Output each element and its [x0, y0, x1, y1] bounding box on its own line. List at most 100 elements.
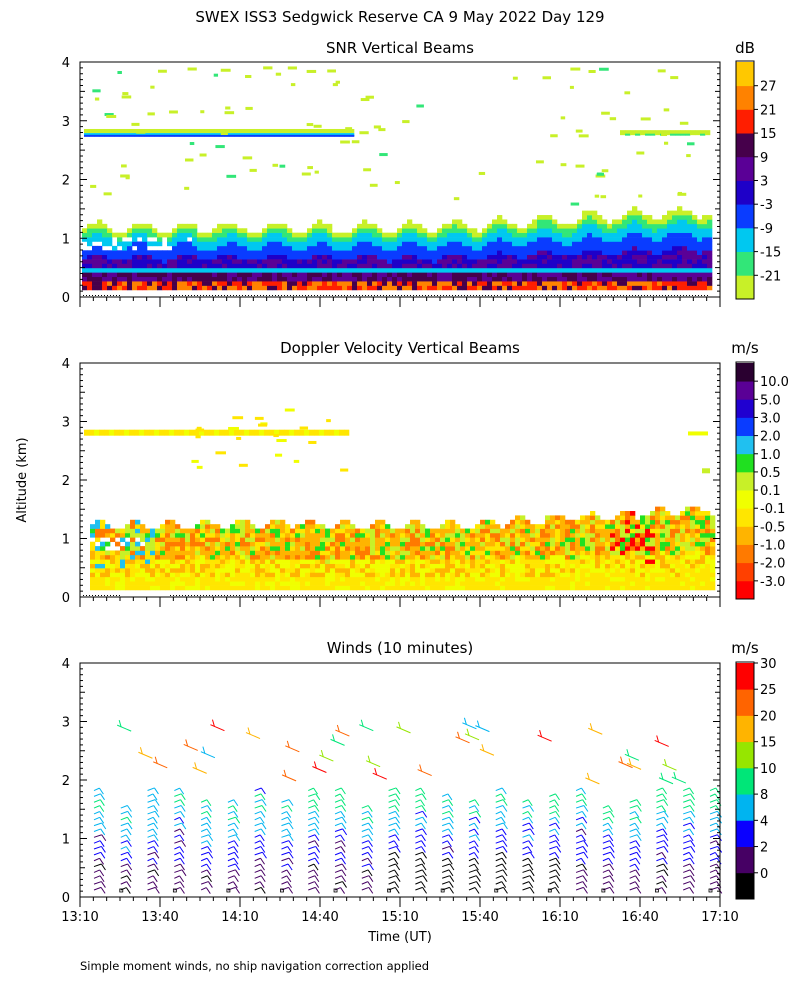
gate-dot [287, 595, 288, 596]
y-tick-label: 4 [62, 357, 70, 372]
snr-cell [157, 254, 163, 260]
gate-dot [317, 595, 318, 596]
snr-cell [642, 245, 648, 251]
velocity-cell [655, 546, 661, 551]
velocity-cell [200, 563, 206, 569]
velocity-cell [590, 541, 596, 547]
velocity-cell [465, 528, 471, 534]
velocity-cell [250, 528, 256, 534]
snr-cell [462, 223, 468, 229]
snr-cell [472, 241, 478, 247]
gate-dot [341, 295, 342, 296]
snr-cell [692, 267, 698, 273]
snr-cell [507, 228, 513, 233]
snr-cell [97, 263, 103, 269]
velocity-cell [600, 546, 606, 551]
velocity-cell [115, 528, 121, 534]
velocity-cell [150, 532, 156, 538]
velocity-cell [700, 568, 706, 573]
velocity-cell [330, 572, 336, 578]
snr-cell [532, 223, 538, 229]
snr-cell [137, 285, 143, 291]
snr-cell [247, 259, 253, 264]
gate-dot [92, 295, 93, 296]
snr-cell [312, 250, 318, 255]
snr-cell [442, 245, 448, 251]
snr-cell [592, 263, 598, 269]
velocity-cell [240, 568, 246, 573]
snr-cell [442, 241, 448, 247]
snr-cell [262, 232, 268, 238]
velocity-cell [655, 563, 661, 569]
velocity-cell [130, 563, 136, 569]
velocity-cell [600, 524, 606, 529]
snr-cell [302, 254, 308, 260]
gate-dot [398, 295, 399, 296]
velocity-cell [315, 554, 321, 560]
snr-cell [322, 250, 328, 255]
velocity-cell [620, 585, 626, 591]
snr-cell [627, 245, 633, 251]
snr-cell [217, 241, 223, 247]
snr-cell [242, 228, 248, 233]
velocity-cell [455, 554, 461, 560]
snr-cell [692, 241, 698, 247]
gate-dot [545, 595, 546, 596]
velocity-cell [185, 546, 191, 551]
velocity-cell [280, 546, 286, 551]
snr-cell [602, 259, 608, 264]
snr-cell [497, 223, 503, 229]
snr-cell [537, 237, 543, 242]
snr-cell [592, 215, 598, 220]
snr-cell [577, 241, 583, 247]
velocity-cell [340, 581, 346, 586]
snr-cell [363, 168, 372, 172]
snr-cell [402, 120, 410, 124]
snr-cell [187, 228, 193, 233]
snr-cell [637, 272, 643, 278]
velocity-cell [115, 568, 121, 573]
snr-cell [284, 134, 290, 137]
snr-cell [397, 245, 403, 251]
velocity-cell [340, 572, 346, 578]
velocity-cell [335, 546, 341, 551]
snr-cell [252, 285, 258, 291]
snr-cell [597, 241, 603, 247]
snr-cell [372, 263, 378, 269]
snr-cell [292, 237, 298, 242]
wind-barb [120, 816, 128, 821]
velocity-cell [480, 546, 486, 551]
snr-cell [302, 245, 308, 251]
velocity-cell [585, 537, 591, 543]
snr-cell [687, 210, 693, 216]
velocity-cell [495, 576, 501, 582]
velocity-cell [290, 568, 296, 573]
snr-cell [667, 285, 673, 291]
snr-cell [290, 83, 296, 87]
velocity-cell [425, 563, 431, 569]
snr-cell [527, 250, 533, 255]
gate-dot [302, 295, 303, 296]
snr-cell [527, 263, 533, 269]
velocity-cell [95, 537, 101, 543]
snr-cell [697, 228, 703, 233]
snr-cell [342, 241, 348, 247]
snr-cell [477, 232, 483, 238]
snr-cell [502, 245, 508, 251]
snr-cell [197, 254, 203, 260]
velocity-cell [375, 532, 381, 538]
colorbar-swatch [736, 109, 754, 134]
gate-dot [266, 595, 267, 596]
snr-cell [202, 263, 208, 269]
snr-cell [662, 237, 668, 242]
velocity-cell [490, 546, 496, 551]
snr-cell [652, 232, 658, 238]
gate-dot [476, 595, 477, 596]
snr-cell [457, 254, 463, 260]
velocity-cell [425, 532, 431, 538]
snr-cell [467, 228, 473, 233]
snr-cell [697, 281, 703, 286]
velocity-cell [345, 585, 351, 591]
velocity-cell [335, 554, 341, 560]
velocity-cell [670, 546, 676, 551]
